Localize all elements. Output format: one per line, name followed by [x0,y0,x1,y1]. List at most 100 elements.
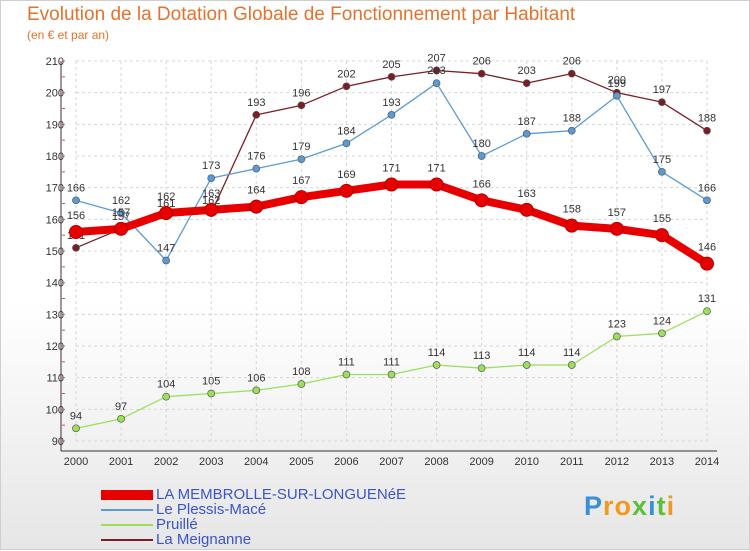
data-point [432,66,441,75]
legend-item-membrolle[interactable]: LA MEMBROLLE-SUR-LONGUENéE [101,486,406,503]
data-point [69,225,83,239]
y-tick-label: 170 [46,183,64,195]
data-point [477,69,486,78]
data-label: 106 [247,372,265,384]
data-label: 193 [382,97,400,109]
data-label: 123 [608,319,626,331]
data-label: 97 [115,401,127,413]
legend-item-pruille[interactable]: Pruillé [101,516,406,533]
x-tick-label: 2007 [379,456,403,468]
chart-title: Evolution de la Dotation Globale de Fonc… [27,4,576,25]
data-point [297,155,306,164]
data-label: 162 [157,191,175,203]
x-tick-label: 2011 [560,456,584,468]
data-label: 171 [427,163,445,175]
data-point [613,91,621,100]
legend-swatch-pruille [101,523,153,526]
data-point [72,243,80,252]
data-label: 169 [337,169,355,181]
data-label: 187 [518,116,536,128]
legend-swatch-meignanne [101,538,153,541]
data-point [658,329,666,338]
data-label: 166 [698,182,716,194]
data-label: 166 [67,182,85,194]
x-tick-label: 2002 [154,456,178,468]
data-label: 146 [698,242,716,254]
y-tick-label: 180 [46,151,64,163]
data-point [387,370,396,379]
data-point [117,209,125,217]
data-label: 131 [698,293,716,305]
data-label: 205 [382,59,400,71]
x-tick-label: 2004 [244,456,268,468]
data-point [703,196,711,205]
y-tick-label: 200 [46,88,64,100]
data-point [613,332,621,341]
data-point [387,110,396,119]
data-label: 94 [70,410,82,422]
logo-letter: r [603,491,615,521]
x-tick-label: 2003 [199,456,223,468]
data-point [162,392,170,401]
data-point [477,364,486,373]
data-label: 197 [653,84,671,96]
data-point [207,389,216,398]
legend-item-meignanne[interactable]: La Meignanne [101,531,406,548]
x-tick-label: 2014 [695,456,719,468]
data-point [567,361,576,369]
data-label: 180 [472,138,490,150]
data-point [564,218,579,233]
data-label: 200 [608,75,626,87]
data-point [342,370,351,379]
data-label: 188 [698,113,716,125]
logo-letter: P [584,491,604,521]
data-point [162,256,170,265]
data-point [703,126,711,135]
logo-letter: o [614,491,633,521]
data-point [522,361,531,369]
data-label: 163 [518,188,536,200]
legend-label-plessis-mace: Le Plessis-Macé [156,501,267,518]
data-point [252,110,261,119]
x-tick-label: 2010 [514,456,538,468]
data-point [522,129,531,138]
data-label: 171 [382,163,400,175]
x-tick-label: 2005 [289,456,313,468]
data-label: 108 [292,366,310,378]
x-tick-label: 2009 [469,456,493,468]
data-label: 202 [337,68,355,80]
y-tick-label: 100 [46,404,64,416]
data-point [72,196,80,205]
legend-swatch-membrolle [101,489,153,500]
data-point [117,414,125,423]
data-point [703,307,711,316]
x-tick-label: 2001 [109,456,133,468]
data-point [297,380,306,388]
data-point [342,139,351,148]
data-point [387,72,396,81]
x-tick-label: 2012 [605,456,629,468]
data-point [294,190,309,205]
data-point [432,361,441,369]
legend-swatch-plessis-mace [101,508,153,511]
data-label: 193 [247,97,265,109]
data-label: 196 [292,87,310,99]
data-label: 111 [338,357,355,369]
data-label: 105 [202,376,220,388]
data-label: 147 [157,243,175,255]
data-point [519,202,534,217]
x-tick-label: 2013 [650,456,674,468]
y-tick-label: 210 [46,56,64,68]
y-tick-label: 90 [52,436,64,448]
x-tick-label: 2008 [424,456,448,468]
logo-letter: t [656,491,667,521]
data-label: 156 [67,210,85,222]
data-label: 203 [518,65,536,77]
data-label: 157 [112,207,130,219]
data-point [72,424,80,433]
legend-item-plessis-mace[interactable]: Le Plessis-Macé [101,501,406,518]
logo-letter: x [632,491,649,521]
data-point [658,98,666,107]
